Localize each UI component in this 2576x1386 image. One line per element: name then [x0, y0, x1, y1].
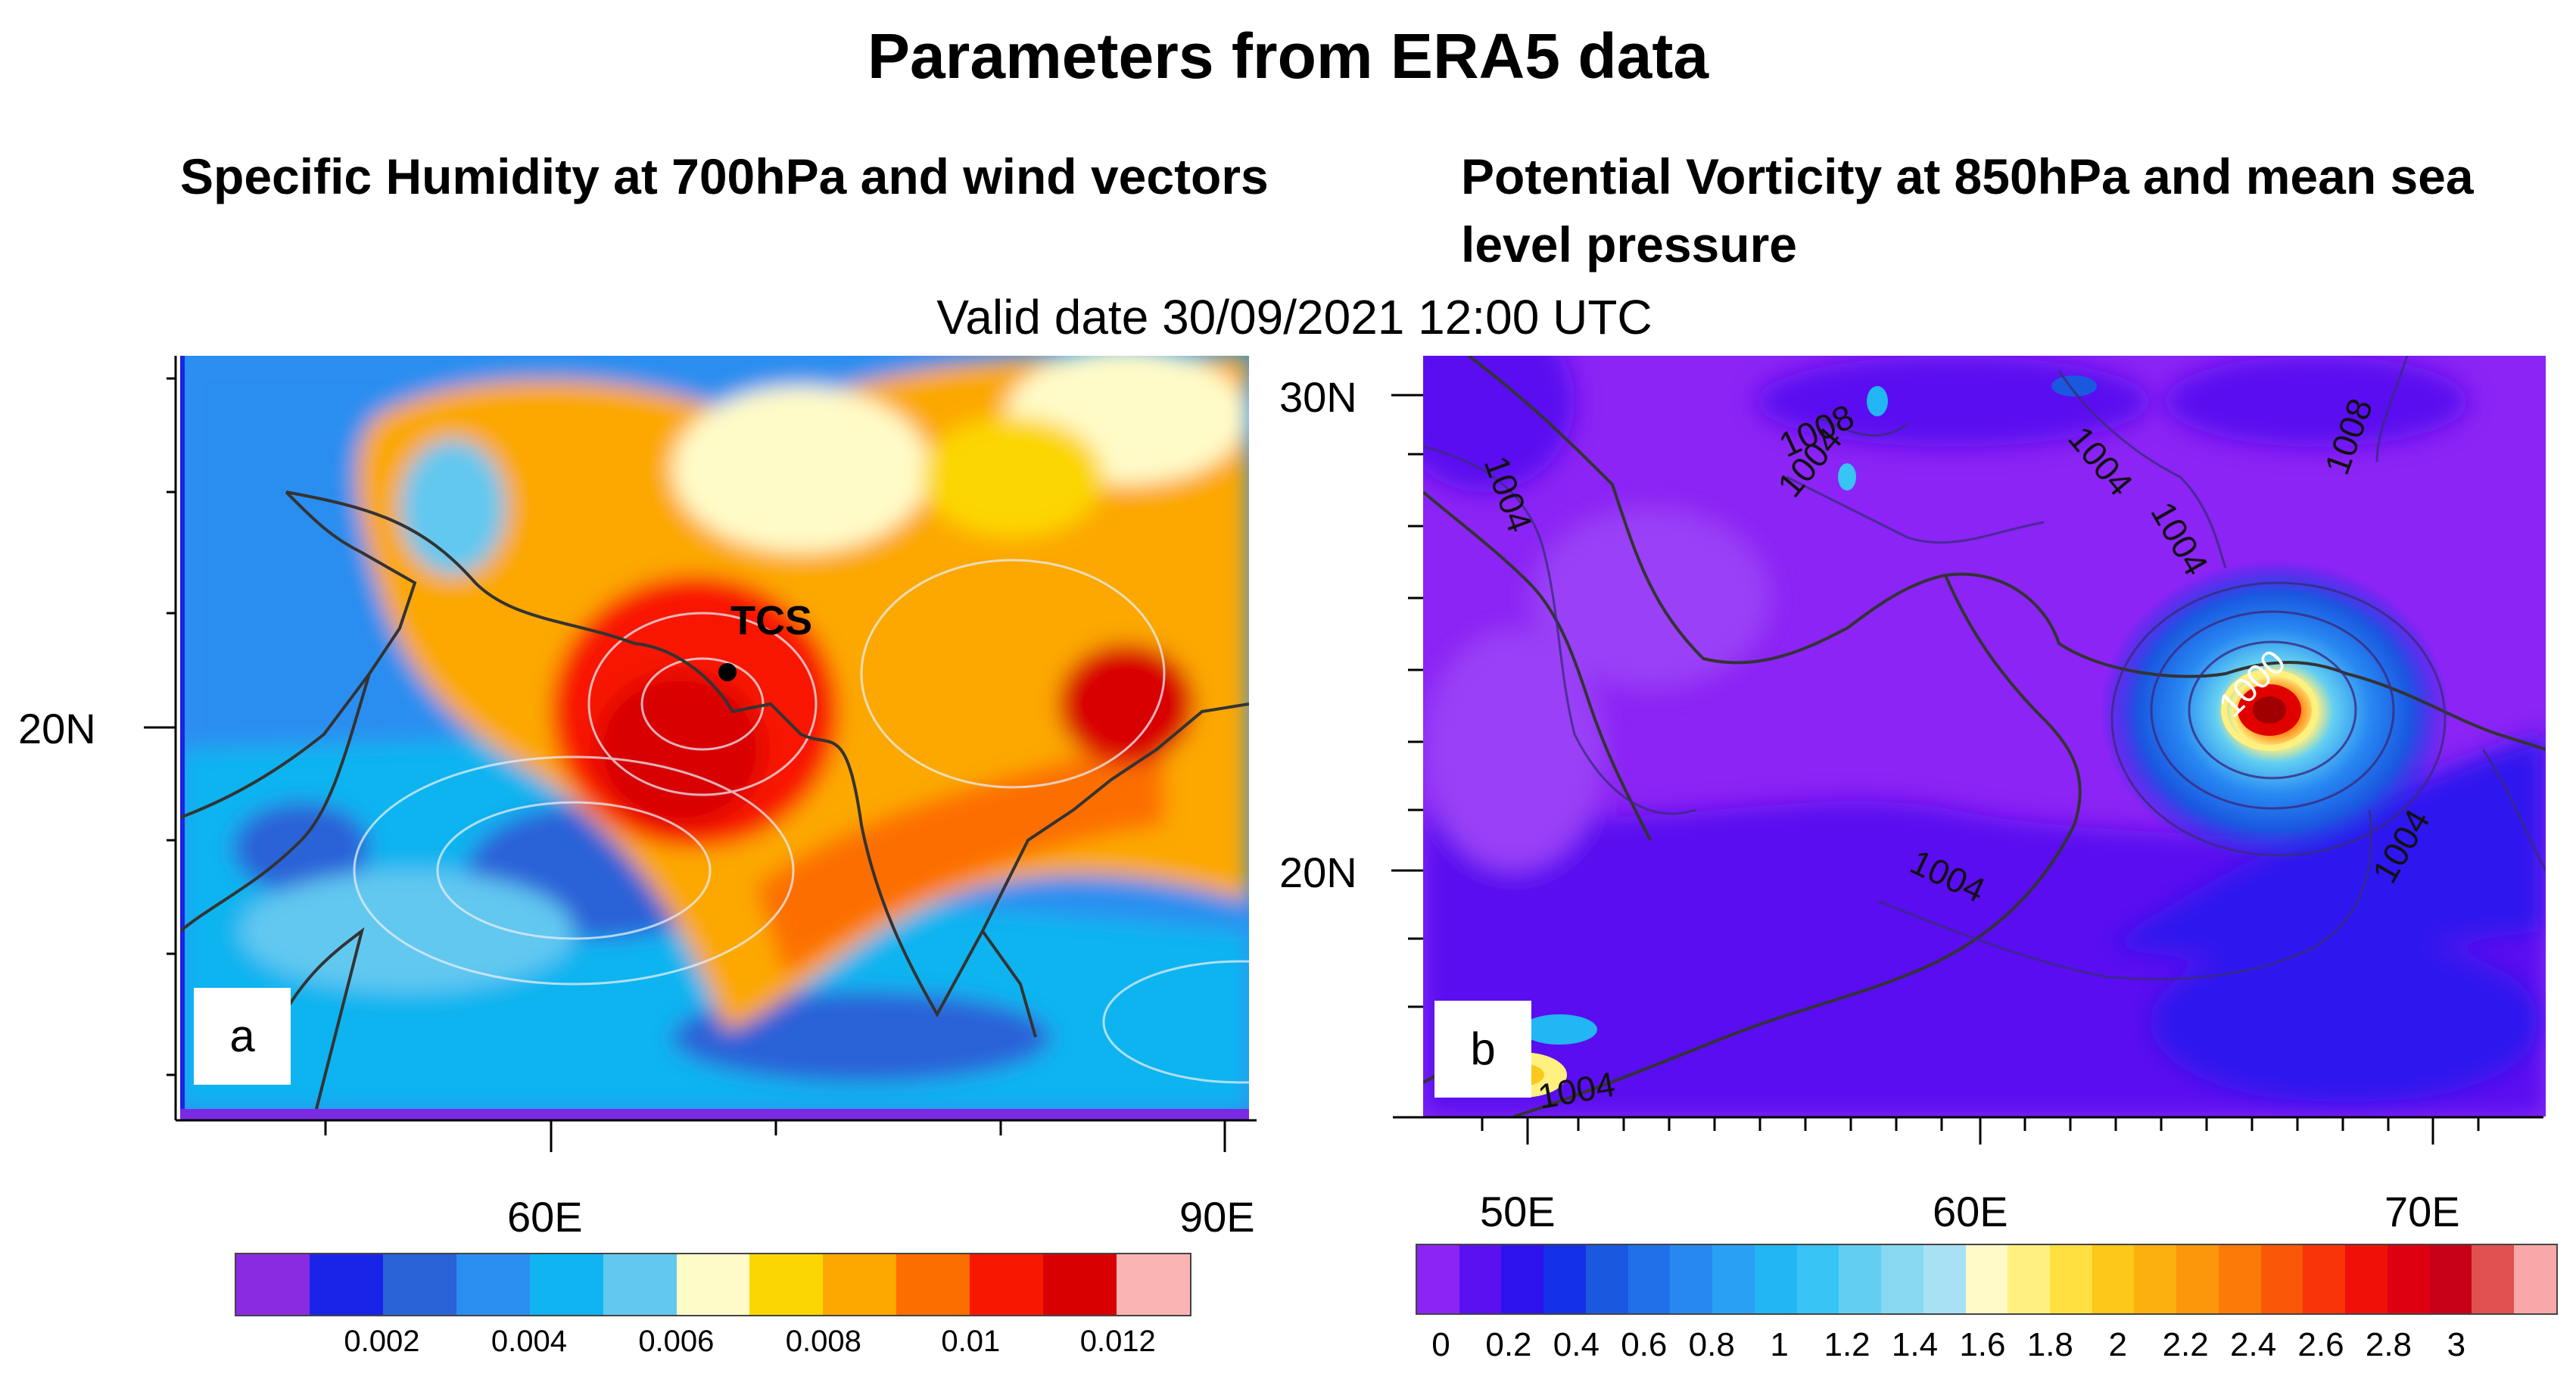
colorbar-tick-label: 0.2 — [1485, 1326, 1532, 1363]
colorbar-swatch — [2008, 1245, 2051, 1313]
panel-b-axes — [1391, 394, 2543, 1145]
humidity-field: TCS — [180, 356, 1249, 1109]
colorbar-swatch — [2260, 1245, 2303, 1313]
colorbar-tick-label: 0.002 — [344, 1325, 420, 1358]
colorbar-swatch — [2134, 1245, 2177, 1313]
colorbar-swatch — [2472, 1245, 2515, 1313]
colorbar-swatch — [1839, 1245, 1882, 1313]
colorbar-tick-label: 1.6 — [1959, 1326, 2006, 1363]
colorbar-swatch — [1712, 1245, 1755, 1313]
colorbar-swatch — [749, 1254, 824, 1315]
colorbar-tick-label: 1.4 — [1891, 1326, 1939, 1363]
panel-b-xlabel-70e: 70E — [2384, 1188, 2460, 1235]
colorbar-tick-label: 0.004 — [491, 1325, 567, 1358]
colorbar-swatch — [1117, 1254, 1190, 1315]
panel-a-xlabel-60e: 60E — [507, 1193, 583, 1241]
valid-date: Valid date 30/09/2021 12:00 UTC — [901, 286, 1688, 348]
panel-a-map: TCS a — [180, 356, 1249, 1109]
panel-b-xlabel-50e: 50E — [1480, 1188, 1556, 1235]
panel-a-xlabel-90e: 90E — [1179, 1193, 1255, 1241]
colorbar-swatch — [603, 1254, 677, 1315]
colorbar-swatch — [1501, 1245, 1544, 1313]
colorbar-swatch — [236, 1254, 310, 1315]
colorbar-tick-label: 3 — [2447, 1326, 2466, 1363]
colorbar-swatch — [1881, 1245, 1923, 1313]
panel-b-ylabel-20n: 20N — [1279, 849, 1357, 896]
panel-a-label: a — [194, 988, 291, 1085]
colorbar-swatch — [1043, 1254, 1117, 1315]
colorbar-swatch — [2387, 1245, 2430, 1313]
colorbar-swatch — [1965, 1245, 2008, 1313]
colorbar-swatch — [1796, 1245, 1839, 1313]
colorbar-tick-label: 2 — [2108, 1326, 2127, 1363]
colorbar-tick-label: 2.4 — [2230, 1326, 2277, 1363]
colorbar-tick-label: 1 — [1770, 1326, 1789, 1363]
colorbar-swatch — [823, 1254, 897, 1315]
tcs-label: TCS — [730, 598, 812, 643]
colorbar-swatch — [2050, 1245, 2092, 1313]
colorbar-swatch — [309, 1254, 383, 1315]
colorbar-swatch — [2218, 1245, 2261, 1313]
colorbar-tick-label: 0.8 — [1688, 1326, 1735, 1363]
tcs-marker — [718, 663, 737, 681]
colorbar-tick-label: 1.8 — [2026, 1326, 2073, 1363]
colorbar-swatch — [676, 1254, 750, 1315]
colorbar-swatch — [2345, 1245, 2388, 1313]
panel-a-title: Specific Humidity at 700hPa and wind vec… — [180, 148, 1269, 204]
figure-title: Parameters from ERA5 data — [867, 20, 1709, 92]
colorbar-swatch — [2514, 1245, 2556, 1313]
colorbar-swatch — [1543, 1245, 1586, 1313]
colorbar-swatch — [896, 1254, 970, 1315]
panel-a-axes — [144, 356, 1257, 1152]
colorbar-tick-label: 2.2 — [2162, 1326, 2209, 1363]
colorbar-swatch — [1459, 1245, 1502, 1313]
colorbar-tick-label: 0 — [1431, 1326, 1450, 1363]
panel-a-bottom-strip — [180, 1109, 1249, 1121]
colorbar-swatch — [1628, 1245, 1671, 1313]
colorbar-swatch — [1923, 1245, 1966, 1313]
colorbar-tick-label: 0.01 — [941, 1325, 1001, 1358]
panel-b-xlabel-60e: 60E — [1933, 1188, 2008, 1235]
panel-a-colorbar-ticks: 0.002 0.004 0.006 0.008 0.01 0.012 — [0, 1325, 1287, 1370]
colorbar-swatch — [2092, 1245, 2135, 1313]
colorbar-tick-label: 0.6 — [1621, 1326, 1668, 1363]
colorbar-swatch — [1417, 1245, 1459, 1313]
panel-a-ylabel-20n: 20N — [18, 705, 96, 752]
panel-b-ylabel-30n: 30N — [1279, 373, 1357, 421]
colorbar-swatch — [2303, 1245, 2346, 1313]
panel-a-colorbar — [235, 1253, 1191, 1316]
colorbar-swatch — [529, 1254, 603, 1315]
colorbar-swatch — [2176, 1245, 2219, 1313]
colorbar-swatch — [1585, 1245, 1628, 1313]
panel-b-map: 1008 1004 1004 1004 1004 1008 1000 1004 … — [1423, 356, 2546, 1117]
colorbar-tick-label: 0.4 — [1553, 1326, 1599, 1363]
colorbar-swatch — [382, 1254, 456, 1315]
panel-b-label: b — [1434, 1001, 1531, 1098]
colorbar-tick-label: 1.2 — [1824, 1326, 1870, 1363]
vorticity-field: 1008 1004 1004 1004 1004 1008 1000 1004 … — [1423, 356, 2546, 1117]
colorbar-swatch — [456, 1254, 530, 1315]
colorbar-tick-label: 2.8 — [2365, 1326, 2412, 1363]
colorbar-tick-label: 0.012 — [1079, 1325, 1156, 1358]
colorbar-swatch — [970, 1254, 1044, 1315]
colorbar-tick-label: 0.008 — [785, 1325, 861, 1358]
panel-b-title: Potential Vorticity at 850hPa and mean s… — [1461, 148, 2474, 273]
panel-b-colorbar-ticks: 0 0.2 0.4 0.6 0.8 1 1.2 1.4 1.6 1.8 2 2.2 2.4 2.6 2.8 3 — [0, 1326, 2576, 1372]
colorbar-tick-label: 2.6 — [2297, 1326, 2344, 1363]
colorbar-swatch — [1670, 1245, 1713, 1313]
panel-b-colorbar — [1416, 1244, 2558, 1315]
colorbar-swatch — [1754, 1245, 1797, 1313]
colorbar-swatch — [2429, 1245, 2472, 1313]
colorbar-tick-label: 0.006 — [638, 1325, 715, 1358]
